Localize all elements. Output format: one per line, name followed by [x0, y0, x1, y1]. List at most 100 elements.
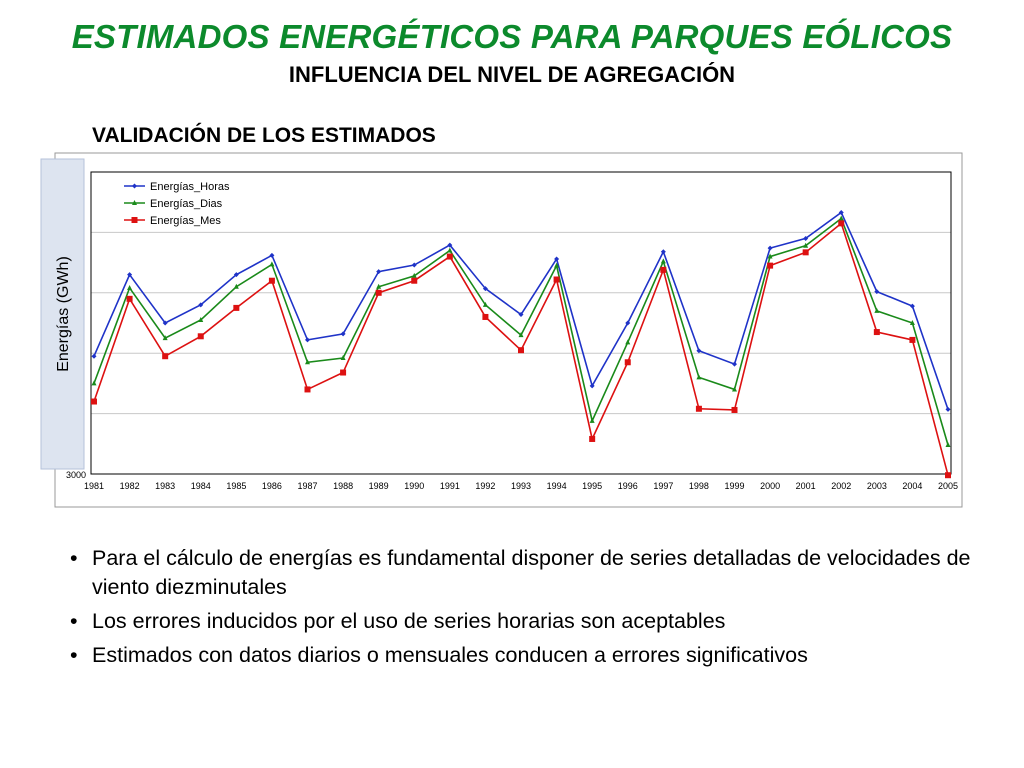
data-point — [873, 329, 880, 336]
x-tick-label: 1982 — [120, 481, 140, 491]
data-point — [162, 335, 168, 341]
data-point — [945, 406, 951, 412]
series-energ-as-dias — [91, 215, 951, 448]
data-point — [162, 353, 169, 360]
data-point — [732, 386, 737, 392]
data-point — [304, 386, 311, 393]
section-title: VALIDACIÓN DE LOS ESTIMADOS — [92, 124, 436, 147]
data-point — [802, 249, 809, 256]
data-point — [731, 406, 738, 413]
bullet-item: Para el cálculo de energías es fundament… — [70, 544, 990, 602]
data-point — [411, 262, 417, 268]
data-point — [233, 304, 240, 311]
data-point — [447, 247, 453, 253]
data-point — [660, 266, 667, 273]
data-point — [625, 320, 631, 326]
x-tick-label: 2004 — [902, 481, 922, 491]
x-tick-label: 1998 — [689, 481, 709, 491]
data-point — [554, 262, 560, 268]
data-point — [767, 253, 773, 259]
data-point — [340, 355, 346, 361]
data-point — [482, 301, 488, 307]
series-energ-as-horas — [91, 209, 951, 412]
x-tick-label: 2001 — [796, 481, 816, 491]
x-tick-label: 1992 — [475, 481, 495, 491]
data-point — [945, 472, 951, 479]
data-point — [767, 262, 774, 269]
energy-line-chart: 1981 1982 1983 1984 1985 1986 1987 1988 1989 1990… — [40, 152, 963, 508]
data-point — [482, 286, 488, 292]
data-point — [696, 374, 702, 380]
x-tick-label: 1981 — [84, 481, 104, 491]
legend-marker — [132, 183, 137, 189]
legend-marker — [132, 200, 137, 205]
data-point — [91, 380, 97, 386]
data-point — [340, 331, 346, 337]
x-tick-label: 1983 — [155, 481, 175, 491]
data-point — [553, 276, 560, 283]
legend-label: Energías_Mes — [150, 215, 221, 227]
data-point — [376, 283, 382, 289]
data-point — [874, 289, 880, 295]
data-point — [660, 249, 666, 255]
data-point — [91, 398, 97, 405]
data-point — [268, 277, 275, 284]
data-point — [803, 242, 809, 248]
data-point — [305, 359, 310, 365]
x-tick-label: 1984 — [191, 481, 211, 491]
x-tick-label: 1991 — [440, 481, 460, 491]
x-tick-label: 1996 — [618, 481, 638, 491]
data-point — [660, 258, 666, 264]
data-point — [340, 369, 347, 376]
legend-label: Energías_Dias — [150, 198, 223, 210]
x-tick-label: 1987 — [297, 481, 317, 491]
x-tick-label: 2005 — [938, 481, 958, 491]
x-tick-label: 1988 — [333, 481, 353, 491]
x-tick-label: 1999 — [724, 481, 744, 491]
data-point — [269, 252, 275, 258]
data-point — [482, 313, 489, 320]
legend-label: Energías_Horas — [150, 181, 230, 193]
data-point — [695, 405, 702, 412]
x-tick-label: 1997 — [653, 481, 673, 491]
chart-frame — [54, 152, 963, 508]
data-point — [732, 361, 737, 367]
data-point — [838, 220, 845, 227]
x-tick-label: 1994 — [547, 481, 567, 491]
data-point — [909, 320, 915, 325]
data-point — [126, 295, 133, 302]
data-point — [803, 235, 809, 241]
data-point — [945, 442, 951, 448]
data-point — [233, 272, 239, 278]
bullet-item: Los errores inducidos por el uso de seri… — [70, 607, 990, 636]
data-point — [838, 209, 844, 215]
bullet-item: Estimados con datos diarios o mensuales … — [70, 641, 990, 670]
data-point — [233, 283, 239, 289]
data-point — [305, 337, 310, 343]
data-point — [198, 316, 204, 322]
x-tick-label: 1993 — [511, 481, 531, 491]
data-point — [197, 333, 204, 340]
data-point — [162, 320, 168, 326]
x-tick-label: 1995 — [582, 481, 602, 491]
bullet-list: Para el cálculo de energías es fundament… — [70, 544, 990, 675]
x-tick-label: 1986 — [262, 481, 282, 491]
legend: Energías_Horas Energías_Dias Energías_Mes — [124, 181, 230, 227]
data-point — [518, 312, 524, 318]
data-point — [447, 242, 453, 248]
data-point — [589, 383, 595, 389]
x-tick-label: 1985 — [226, 481, 246, 491]
x-tick-label: 2002 — [831, 481, 851, 491]
series-energ-as-mes — [91, 220, 951, 479]
data-point — [624, 359, 631, 366]
legend-marker — [131, 217, 138, 223]
data-point — [376, 269, 382, 275]
data-point — [446, 253, 453, 260]
data-point — [411, 272, 417, 278]
series-group — [91, 209, 951, 479]
ylabel-box — [40, 158, 85, 470]
x-tick-label: 2000 — [760, 481, 780, 491]
data-point — [909, 303, 915, 309]
y-axis-label: Energías (GWh) — [55, 256, 72, 372]
data-point — [411, 277, 418, 284]
